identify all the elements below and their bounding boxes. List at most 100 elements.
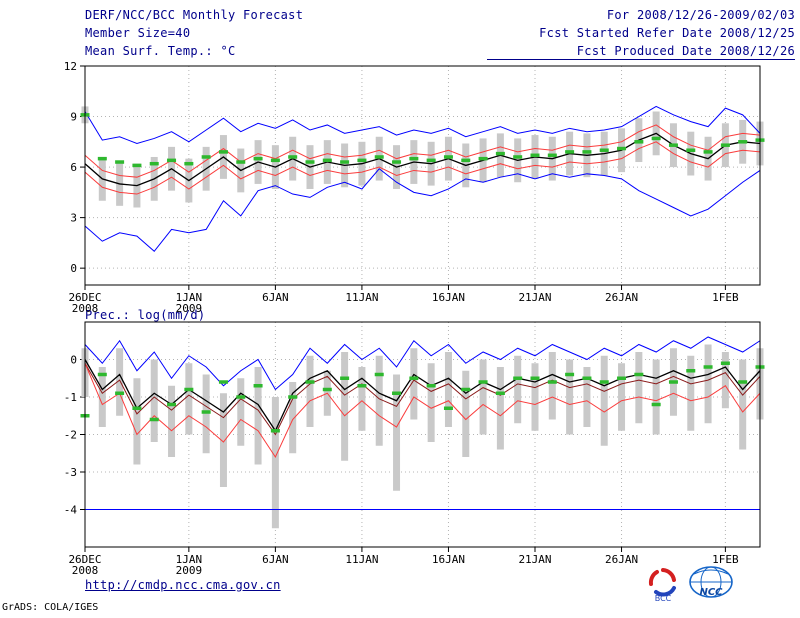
observation-marker: [340, 160, 350, 164]
observation-marker: [236, 395, 246, 399]
x-tick-label: 6JAN: [262, 291, 289, 304]
header-rule: [487, 59, 795, 60]
y-tick-label: -4: [64, 504, 78, 517]
ensemble-spread-bar: [358, 367, 366, 431]
series-ensemble-min: [84, 168, 761, 253]
x-tick-label: 1JAN: [176, 553, 203, 566]
ensemble-spread-bar: [133, 378, 141, 465]
ensemble-spread-bar: [687, 355, 695, 431]
observation-marker: [305, 380, 315, 384]
observation-marker: [97, 156, 107, 161]
plot-frame: [84, 321, 761, 548]
x-tick-label: 16JAN: [432, 553, 465, 566]
y-tick-label: 9: [70, 111, 77, 124]
observation-marker: [149, 161, 159, 166]
ensemble-spread-bar: [341, 352, 349, 461]
x-tick-label: 21JAN: [518, 553, 551, 566]
series-upper-quartile: [84, 124, 761, 178]
x-tick-label: 11JAN: [345, 291, 378, 304]
observation-marker: [184, 161, 194, 166]
ensemble-spread-bar: [462, 370, 470, 457]
observation-marker: [617, 146, 627, 151]
ensemble-spread-bar: [721, 352, 729, 409]
observation-marker: [686, 148, 696, 152]
observation-marker: [738, 140, 748, 144]
x-tick-label: 11JAN: [345, 553, 378, 566]
y-tick-label: 0: [70, 354, 77, 367]
observation-marker: [547, 153, 557, 158]
observation-marker: [409, 376, 419, 380]
ensemble-spread-bar: [514, 355, 522, 424]
y-tick-label: -2: [64, 429, 77, 442]
ensemble-spread-bar: [168, 385, 176, 457]
x-tick-label: 26DEC: [68, 553, 101, 566]
observation-marker: [340, 376, 350, 380]
observation-marker: [720, 143, 730, 147]
forecast-range-label: For 2008/12/26-2009/02/03: [606, 8, 795, 22]
ensemble-spread-bar: [254, 367, 262, 465]
ensemble-spread-bar: [566, 359, 574, 435]
observation-marker: [132, 163, 142, 168]
ncc-logo-text: NCC: [699, 587, 723, 598]
series-upper-quartile: [84, 363, 761, 436]
y-tick-label: 3: [70, 212, 77, 225]
observation-marker: [617, 376, 627, 380]
ensemble-spread-bar: [98, 367, 106, 427]
observation-marker: [565, 372, 575, 377]
observation-marker: [392, 160, 402, 164]
series-ensemble-mean: [84, 132, 761, 187]
x-tick-label: 26JAN: [605, 553, 638, 566]
y-tick-label: -1: [64, 391, 77, 404]
observation-marker: [305, 160, 315, 164]
observation-marker: [270, 429, 280, 433]
ensemble-spread-bar: [410, 348, 418, 420]
observation-marker: [651, 402, 661, 407]
observation-marker: [547, 380, 557, 384]
plot-frame: [84, 65, 761, 286]
observation-marker: [703, 365, 713, 369]
ensemble-spread-bar: [427, 363, 435, 442]
observation-marker: [461, 158, 471, 163]
ensemble-spread-bar: [219, 393, 227, 487]
observation-marker: [599, 148, 609, 152]
observation-marker: [115, 391, 125, 395]
page-title: DERF/NCC/BCC Monthly Forecast: [85, 8, 304, 22]
observation-marker: [357, 158, 367, 163]
observation-marker: [738, 380, 748, 384]
observation-marker: [426, 384, 436, 388]
observation-marker: [565, 150, 575, 154]
observation-marker: [253, 384, 263, 388]
x-tick-label: 21JAN: [518, 291, 551, 304]
y-tick-label: 12: [64, 60, 77, 73]
observation-marker: [513, 155, 523, 159]
x-tick-label: 6JAN: [262, 553, 289, 566]
ensemble-spread-bar: [150, 359, 158, 442]
observation-marker: [668, 380, 678, 384]
observation-marker: [97, 372, 107, 377]
x-tick-label: 1JAN: [176, 291, 203, 304]
ensemble-spread-bar: [375, 355, 383, 446]
observation-marker: [357, 384, 367, 388]
observation-marker: [582, 150, 592, 154]
observation-marker: [634, 140, 644, 144]
bcc-logo-arc-blue: [654, 586, 676, 597]
x-tick-label: 16JAN: [432, 291, 465, 304]
observation-marker: [322, 158, 332, 163]
observation-marker: [582, 376, 592, 380]
member-size-label: Member Size=40: [85, 26, 191, 40]
observation-marker: [288, 395, 298, 399]
bcc-logo: BCC: [648, 568, 676, 602]
ensemble-spread-bar: [479, 359, 487, 435]
ensemble-spread-bar: [704, 344, 712, 424]
observation-marker: [409, 156, 419, 161]
website-link[interactable]: http://cmdp.ncc.cma.gov.cn: [85, 578, 281, 592]
observation-marker: [253, 156, 263, 161]
observation-marker: [530, 153, 540, 158]
x-tick-sublabel: 2009: [176, 302, 203, 315]
observation-marker: [115, 160, 125, 164]
ensemble-spread-bar: [635, 352, 643, 424]
grads-credit: GrADS: COLA/IGES: [2, 602, 99, 613]
